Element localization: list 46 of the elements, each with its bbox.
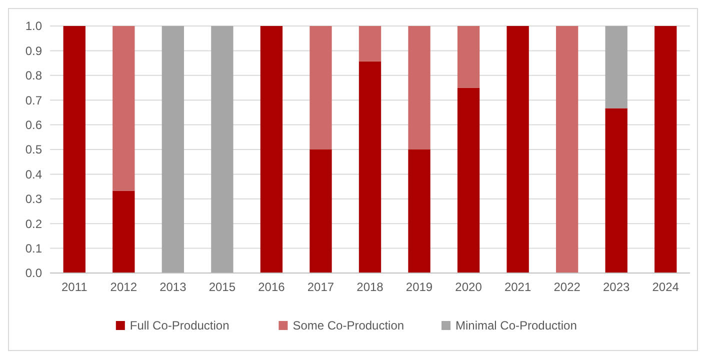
x-tick-label: 2019: [406, 280, 433, 294]
x-tick-label: 2013: [160, 280, 187, 294]
y-tick-label: 0.7: [25, 93, 42, 108]
bar: [556, 26, 578, 273]
bar: [358, 26, 382, 62]
bar: [112, 26, 135, 191]
bar: [654, 26, 677, 273]
x-tick-label: 2017: [307, 280, 334, 294]
x-tick-label: 2022: [554, 280, 581, 294]
x-tick-label: 2011: [61, 280, 88, 294]
y-tick-label: 0.6: [25, 118, 42, 132]
bar: [162, 26, 184, 273]
y-tick-label: 0.1: [25, 242, 42, 256]
x-tick-label: 2018: [356, 280, 384, 294]
bar: [457, 88, 480, 273]
bar: [112, 190, 135, 273]
y-tick-label: 0.5: [25, 142, 42, 157]
y-tick-label: 0.2: [25, 216, 42, 231]
y-tick-label: 0.8: [25, 68, 42, 83]
legend-label: Some Co-Production: [292, 318, 404, 333]
x-tick-label: 2015: [208, 280, 236, 294]
x-tick-label: 2023: [602, 280, 630, 294]
bar: [457, 26, 480, 88]
bar: [408, 26, 430, 150]
bar: [310, 26, 332, 150]
y-tick-label: 0.3: [25, 192, 42, 206]
y-tick-label: 0.9: [25, 44, 42, 58]
legend-label: Minimal Co-Production: [456, 318, 577, 333]
y-tick-label: 1.0: [25, 19, 42, 34]
y-tick-label: 0.0: [25, 266, 42, 280]
bar: [211, 26, 234, 273]
bar: [310, 150, 332, 273]
x-tick-label: 2016: [258, 280, 286, 294]
bar: [63, 26, 86, 273]
bar: [605, 26, 628, 108]
x-tick-label: 2024: [652, 280, 680, 294]
bar: [605, 108, 628, 273]
legend-label: Full Co-Production: [130, 318, 230, 333]
bar: [260, 26, 283, 273]
x-tick-label: 2012: [110, 280, 138, 294]
x-tick-label: 2020: [455, 280, 482, 294]
x-tick-label: 2021: [504, 280, 532, 294]
bar: [408, 150, 430, 273]
y-tick-label: 0.4: [25, 167, 42, 182]
bar: [358, 61, 382, 273]
bar: [506, 26, 529, 273]
